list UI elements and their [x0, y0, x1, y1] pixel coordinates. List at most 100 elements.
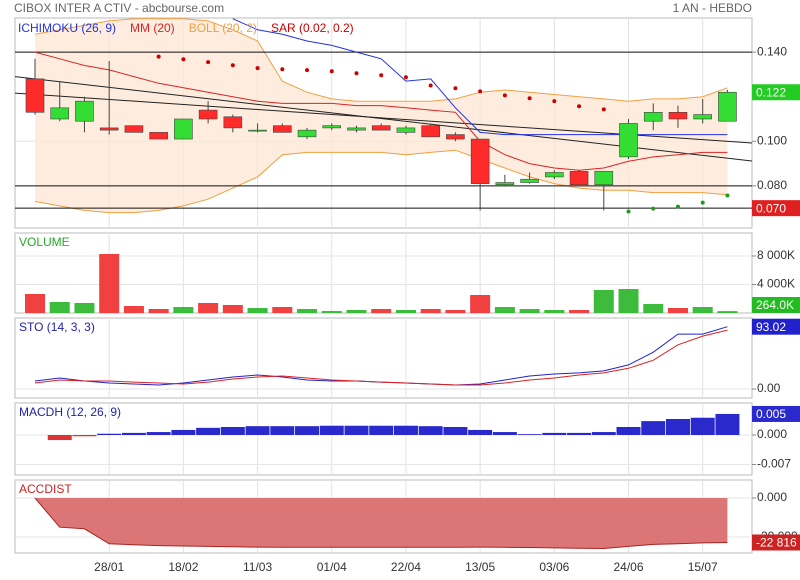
candle-body [75, 100, 94, 122]
panel-title: STO (14, 3, 3) [19, 320, 95, 334]
volume-bar [470, 295, 491, 313]
value-label-box [752, 84, 800, 101]
sar-dot [601, 107, 606, 112]
candle-body [569, 171, 589, 186]
histogram-bar [443, 427, 468, 435]
volume-bar [667, 307, 688, 313]
volume-bar [222, 304, 243, 313]
volume-bar [618, 289, 639, 313]
volume-bar [25, 293, 45, 313]
histogram-bar [171, 429, 196, 435]
band-upper [34, 18, 728, 102]
volume-bar [123, 306, 144, 313]
sar-dot [206, 60, 211, 65]
volume-bar [717, 311, 738, 313]
legend-entry: BOLL (20, 2) [189, 21, 257, 35]
y-tick-label: 0.080 [757, 178, 787, 192]
volume-bar [346, 310, 367, 313]
sar-dot [725, 193, 730, 198]
sar-dot [626, 209, 631, 214]
plot [15, 318, 752, 398]
y-tick-label: 8 000K [757, 248, 795, 262]
value-label-box [752, 405, 800, 422]
panel-title: VOLUME [19, 235, 70, 249]
value-label-box [752, 200, 800, 217]
area-fill [35, 497, 728, 549]
volume-bar [272, 307, 293, 313]
histogram-bar [146, 432, 171, 435]
sar-dot [255, 66, 260, 71]
volume-bar [321, 310, 342, 313]
histogram-bar [97, 433, 122, 435]
histogram-bar [418, 426, 443, 435]
y-tick-label: 0.140 [757, 44, 787, 58]
value-label: 93.02 [756, 320, 786, 334]
sar-dot [379, 73, 384, 78]
y-tick-label: 0.000 [757, 490, 787, 504]
sar-dot [354, 71, 359, 76]
candle-body [50, 107, 70, 120]
candle-body [347, 127, 366, 131]
panel-title: MACDH (12, 26, 9) [19, 405, 121, 419]
plot [15, 403, 752, 475]
candle-body [693, 114, 713, 120]
candle-body [25, 78, 45, 113]
candle-body [470, 138, 490, 184]
histogram-bar [517, 434, 542, 435]
indicator-line [34, 51, 728, 171]
sar-dot [181, 57, 186, 62]
histogram-bar [270, 426, 295, 435]
histogram-bar [492, 432, 517, 435]
legend-entry: MM (20) [130, 21, 175, 35]
value-label-box [752, 297, 800, 313]
volume-bar [198, 302, 219, 313]
sar-dot [651, 206, 656, 211]
histogram-bar [295, 426, 320, 435]
plot [15, 480, 752, 553]
candle-body [99, 127, 119, 131]
panel-title: ACCDIST [19, 482, 72, 496]
value-label: 0.070 [756, 201, 786, 215]
value-label: 0.122 [756, 85, 786, 99]
sar-dot [280, 67, 285, 72]
candle-body [668, 111, 688, 120]
histogram-bar [641, 421, 666, 435]
sar-dot [403, 75, 408, 80]
y-tick-label: 0.00 [757, 381, 781, 395]
sar-dot [428, 83, 433, 88]
histogram-bar [393, 425, 418, 435]
volume-bar [569, 310, 590, 313]
x-tick-label: 24/06 [614, 560, 644, 574]
panel [14, 232, 753, 314]
histogram-bar [344, 425, 369, 435]
volume-bar [445, 310, 466, 313]
value-label: 264.0K [756, 298, 794, 312]
histogram-bar [245, 426, 270, 435]
sar-dot [156, 54, 161, 59]
y-tick-label: 4 000K [757, 277, 795, 291]
volume-bar [593, 290, 614, 313]
x-tick-label: 11/03 [243, 560, 272, 574]
candle-body [619, 123, 638, 158]
value-label-box [752, 318, 800, 335]
sar-dot [502, 93, 507, 98]
candle-body [272, 125, 292, 133]
x-tick-label: 28/01 [94, 560, 124, 574]
legend-entry: ICHIMOKU (26, 9) [18, 21, 116, 35]
volume-bar [519, 309, 540, 313]
volume-bar [99, 254, 120, 313]
area-line [34, 497, 728, 550]
sar-dot [478, 89, 483, 94]
sar-dot [527, 96, 532, 101]
histogram-bar [591, 432, 616, 435]
sar-dot [329, 69, 334, 74]
x-tick-label: 18/02 [168, 560, 198, 574]
candle-body [223, 116, 243, 129]
candle-body [421, 125, 440, 138]
chart-title: CIBOX INTER A CTIV - abcbourse.com [14, 1, 224, 15]
histogram-bar [542, 432, 567, 435]
volume-bar [420, 309, 441, 313]
band-lower [34, 149, 728, 214]
histogram-bar [319, 425, 344, 435]
